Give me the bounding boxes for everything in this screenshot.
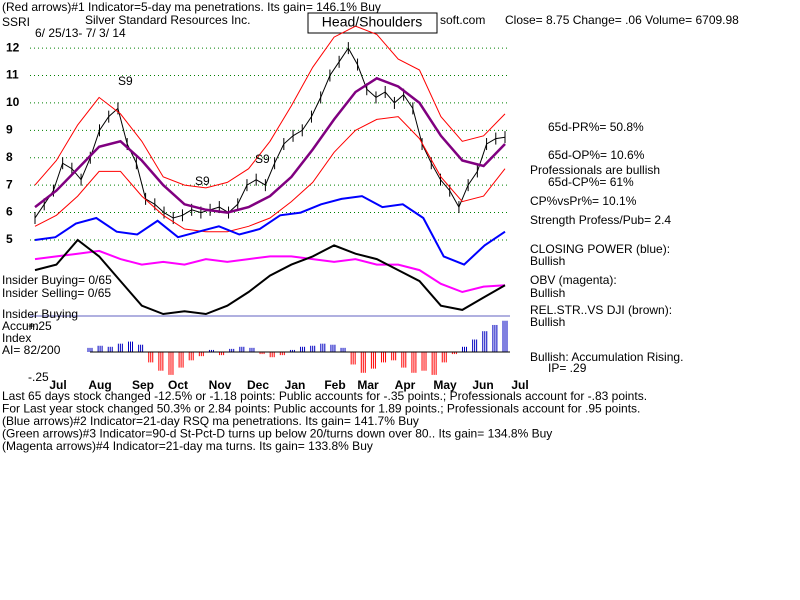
side-note: 65d-OP%= 10.6%: [548, 148, 645, 162]
x-tick-label: Jan: [285, 378, 306, 392]
y-tick-label: 8: [6, 150, 13, 164]
side-note: IP= .29: [548, 361, 587, 375]
bottom-note: Last 65 days stock changed -12.5% or -1.…: [2, 389, 647, 403]
side-note: 65d-PR%= 50.8%: [548, 120, 644, 134]
side-note: Bullish: Accumulation Rising.: [530, 350, 683, 364]
pattern: Head/Shoulders: [322, 14, 422, 30]
symbol: SSRI: [2, 15, 30, 29]
bottom-note: For Last year stock changed 50.3% or 2.8…: [2, 402, 640, 416]
series-line: [34, 249, 506, 294]
series-line: [34, 76, 506, 214]
x-tick-label: May: [433, 378, 457, 392]
x-tick-label: Jul: [49, 378, 66, 392]
signal: S9: [195, 174, 210, 188]
y-tick-label: 6: [6, 205, 13, 219]
accum-tick-label: +.25: [28, 319, 52, 333]
left-note: AI= 82/200: [2, 343, 61, 357]
bottom-note: (Green arrows)#3 Indicator=90-d St-Pct-D…: [2, 427, 552, 441]
x-tick-label: Nov: [209, 378, 232, 392]
x-tick-label: Sep: [132, 378, 154, 392]
y-tick-label: 10: [6, 95, 20, 109]
y-tick-label: 5: [6, 232, 13, 246]
side-note: Professionals are bullish: [530, 163, 660, 177]
y-tick-label: 12: [6, 40, 20, 54]
x-tick-label: Jun: [472, 378, 493, 392]
bottom-note: (Blue arrows)#2 Indicator=21-day RSQ ma …: [2, 414, 419, 428]
x-tick-label: Apr: [395, 378, 416, 392]
signal: S9: [118, 74, 133, 88]
accum-tick-label: -.25: [28, 370, 49, 384]
left-note: Insider Buying: [2, 307, 78, 321]
side-note: Bullish: [530, 254, 565, 268]
side-note: CP%vsPr%= 10.1%: [530, 194, 637, 208]
x-tick-label: Dec: [247, 378, 269, 392]
quote: Close= 8.75 Change= .06 Volume= 6709.98: [505, 13, 739, 27]
x-tick-label: Oct: [168, 378, 188, 392]
side-note: Bullish: [530, 315, 565, 329]
side-note: REL.STR..VS DJI (brown):: [530, 303, 672, 317]
bottom-note: (Magenta arrows)#4 Indicator=21-day ma t…: [2, 439, 373, 453]
side-note: 65d-CP%= 61%: [548, 175, 634, 189]
series-line: [34, 47, 506, 219]
date-range: 6/ 25/13- 7/ 3/ 14: [35, 26, 126, 40]
x-tick-label: Aug: [88, 378, 111, 392]
series-line: [34, 195, 506, 266]
series-line: [34, 116, 506, 233]
source: soft.com: [440, 13, 485, 27]
x-tick-label: Jul: [511, 378, 528, 392]
indicator-line: (Red arrows)#1 Indicator=5-day ma penetr…: [2, 0, 381, 14]
left-note: Accum: [2, 319, 39, 333]
side-note: OBV (magenta):: [530, 273, 617, 287]
y-tick-label: 9: [6, 123, 13, 137]
side-note: CLOSING POWER (blue):: [530, 242, 670, 256]
y-tick-label: 11: [6, 68, 19, 82]
series-line: [34, 25, 506, 189]
left-note: Insider Buying= 0/65: [2, 273, 112, 287]
signal: S9: [255, 152, 270, 166]
side-note: Strength Profess/Pub= 2.4: [530, 213, 671, 227]
left-note: Insider Selling= 0/65: [2, 286, 111, 300]
x-tick-label: Feb: [324, 378, 345, 392]
side-note: Bullish: [530, 286, 565, 300]
left-note: Index: [2, 331, 31, 345]
company: Silver Standard Resources Inc.: [85, 13, 250, 27]
series-line: [34, 238, 506, 316]
x-tick-label: Mar: [357, 378, 379, 392]
y-tick-label: 7: [6, 177, 13, 191]
